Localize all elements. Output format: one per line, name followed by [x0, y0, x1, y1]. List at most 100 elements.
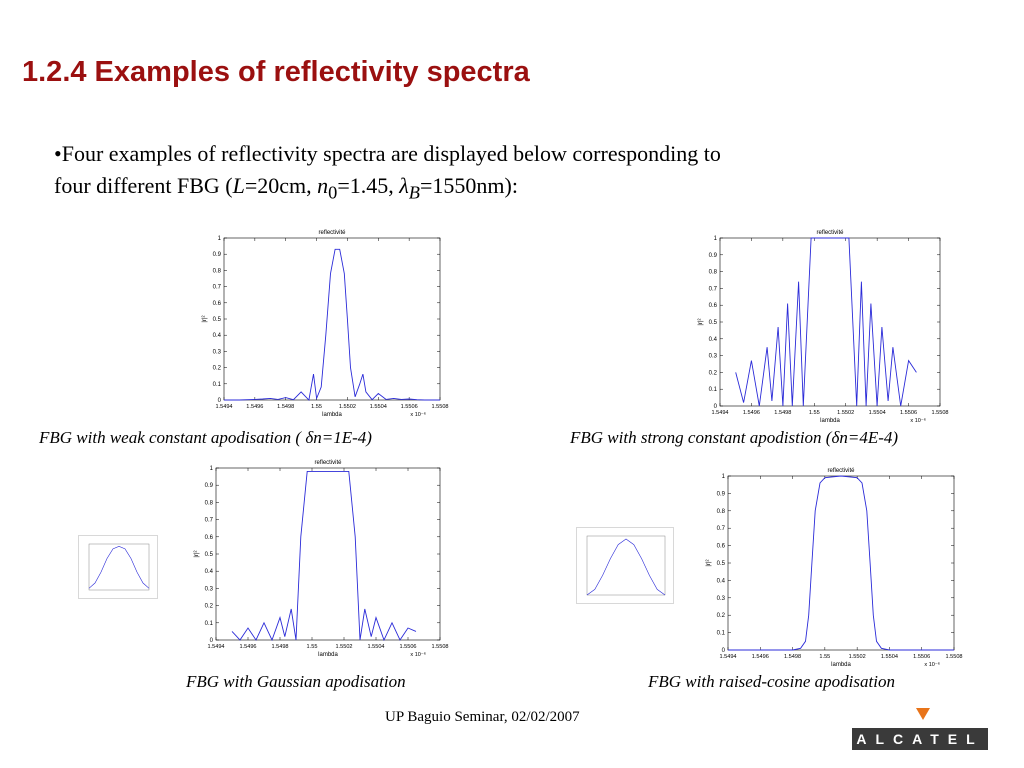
logo-mark-icon	[916, 708, 930, 720]
y-tick-label: 0.2	[205, 604, 214, 610]
chart-title: reflectivité	[314, 460, 342, 466]
bullet-text: •Four examples of reflectivity spectra a…	[54, 138, 954, 208]
x-tick-label: 1.5506	[399, 644, 416, 650]
inset-gaussian-svg	[88, 543, 150, 591]
y-tick-label: 0.9	[717, 491, 726, 497]
caption-strong-constant: FBG with strong constant apodistion (δn=…	[570, 428, 899, 447]
y-tick-label: 0.7	[213, 285, 222, 291]
y-tick-label: 0.9	[213, 252, 222, 258]
x-axis-label: lambda	[831, 662, 851, 668]
bullet-line-2d: =1550nm	[420, 173, 505, 198]
plot-frame	[719, 237, 941, 407]
reflectivity-line	[735, 237, 917, 407]
chart-raised-cosine: reflectivité 0 0.1 0.2 0.3 0.4 0.5 0.6 0.7 0.8 0.9…	[702, 464, 964, 676]
y-tick-label: 0.2	[213, 366, 222, 372]
y-tick-label: 0.1	[205, 621, 214, 627]
y-tick-label: 0.2	[709, 370, 718, 376]
chart-gaussian: reflectivité 0 0.1 0.2 0.3 0.4 0.5 0.6 0.7 0.8 0.9…	[190, 456, 450, 666]
x-tick-label: 1.5508	[945, 654, 962, 660]
y-tick-label: 0.1	[717, 631, 726, 637]
inset-gaussian-profile	[78, 535, 158, 599]
chart-weak-constant-svg: reflectivité 0 0.1 0.2 0.3 0.4 0.5 0.6 0.7 0.8 0.9…	[202, 230, 449, 418]
y-tick-label: 0.2	[717, 613, 726, 619]
y-tick-label: 0.6	[205, 535, 214, 541]
y-tick-label: 0.7	[709, 286, 718, 292]
x-tick-label: 1.5498	[774, 410, 791, 416]
bullet-line-2e: ):	[504, 173, 518, 198]
x-axis-label: lambda	[820, 418, 840, 424]
y-tick-label: 0.9	[205, 483, 214, 489]
y-tick-label: 0.8	[709, 270, 718, 276]
y-tick-label: 0.7	[717, 526, 726, 532]
x-axis-label: lambda	[322, 412, 342, 418]
x-tick-label: 1.5496	[246, 404, 263, 410]
footer-text: UP Baguio Seminar, 02/02/2007	[385, 709, 580, 725]
caption-weak-constant: FBG with weak constant apodisation ( δn=…	[39, 428, 372, 447]
y-tick-label: 1	[218, 236, 222, 242]
x-tick-label: 1.55	[819, 654, 830, 660]
x-tick-label: 1.5502	[339, 404, 356, 410]
chart-title: reflectivité	[318, 230, 346, 236]
x-tick-label: 1.5494	[215, 404, 232, 410]
y-tick-label: 0.8	[205, 500, 214, 506]
apodisation-profile-line	[586, 538, 666, 596]
inset-raised-cosine-profile	[576, 527, 674, 604]
y-tick-label: 0.1	[213, 382, 222, 388]
y-tick-label: 0.3	[205, 586, 214, 592]
x-tick-label: 1.5494	[711, 410, 728, 416]
x-tick-label: 1.5502	[335, 644, 352, 650]
chart-raised-cosine-svg: reflectivité 0 0.1 0.2 0.3 0.4 0.5 0.6 0.7 0.8 0.9…	[706, 468, 963, 668]
y-axis-label: |r|²	[698, 318, 704, 325]
x-tick-label: 1.5508	[931, 410, 948, 416]
y-tick-label: 0	[714, 404, 718, 410]
plot-frame	[727, 475, 955, 651]
y-axis-label: |r|²	[706, 559, 712, 566]
x-tick-label: 1.5504	[367, 644, 384, 650]
plot-frame	[223, 237, 441, 401]
y-tick-label: 0	[210, 638, 214, 644]
chart-title: reflectivité	[827, 468, 855, 474]
apodisation-profile-line	[88, 545, 150, 589]
x-tick-label: 1.55	[809, 410, 820, 416]
y-tick-label: 0.7	[205, 518, 214, 524]
y-tick-label: 0.3	[213, 349, 222, 355]
y-tick-label: 1	[210, 466, 214, 472]
plot-frame	[215, 467, 441, 641]
y-tick-label: 0.1	[709, 387, 718, 393]
y-tick-label: 0.6	[709, 303, 718, 309]
y-tick-label: 1	[722, 474, 726, 480]
y-tick-label: 0.3	[717, 596, 726, 602]
y-tick-label: 0.8	[717, 509, 726, 515]
bullet-line-2a: four different FBG (	[54, 173, 233, 198]
x-multiplier: x 10⁻⁶	[910, 417, 926, 424]
x-tick-label: 1.55	[307, 644, 318, 650]
inset-frame	[586, 535, 666, 596]
alcatel-logo: ALCATEL	[852, 708, 988, 750]
y-tick-label: 0.5	[709, 320, 718, 326]
x-tick-label: 1.5496	[752, 654, 769, 660]
chart-strong-constant: reflectivité 0 0.1 0.2 0.3 0.4 0.5 0.6 0.7 0.8 0.9…	[694, 226, 950, 432]
bullet-line-2c: =1.45,	[337, 173, 400, 198]
x-tick-label: 1.5504	[370, 404, 387, 410]
slide-title: 1.2.4 Examples of reflectivity spectra	[22, 56, 530, 88]
x-tick-label: 1.5508	[431, 644, 448, 650]
x-tick-label: 1.5494	[719, 654, 736, 660]
bullet-line-2b: =20cm,	[244, 173, 318, 198]
x-tick-label: 1.5496	[239, 644, 256, 650]
x-tick-label: 1.5506	[900, 410, 917, 416]
reflectivity-line	[224, 248, 440, 401]
x-tick-label: 1.5502	[849, 654, 866, 660]
y-tick-label: 0.5	[213, 317, 222, 323]
y-tick-label: 0.5	[717, 561, 726, 567]
y-tick-label: 0.4	[717, 578, 726, 584]
y-tick-label: 0.4	[205, 569, 214, 575]
chart-title: reflectivité	[816, 230, 844, 236]
inset-frame	[88, 543, 150, 591]
x-multiplier: x 10⁻⁶	[410, 651, 426, 658]
x-multiplier: x 10⁻⁶	[924, 661, 940, 668]
y-tick-label: 0	[218, 398, 222, 404]
x-axis-label: lambda	[318, 652, 338, 658]
y-tick-label: 0.6	[717, 544, 726, 550]
x-tick-label: 1.5498	[271, 644, 288, 650]
var-n: n	[317, 173, 329, 198]
